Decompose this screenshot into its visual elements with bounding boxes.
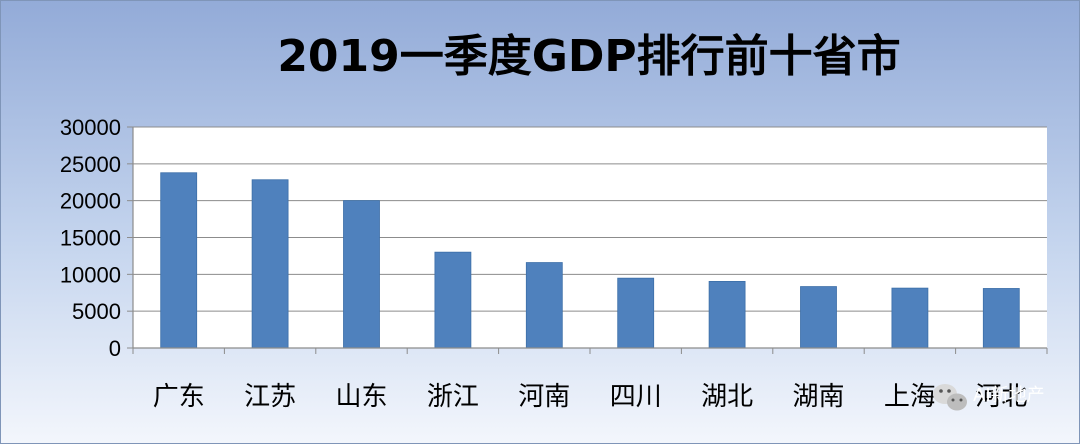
axes [127, 126, 1048, 354]
y-tick-label: 10000 [60, 262, 121, 287]
bar-4 [525, 262, 563, 349]
watermark: AI新地产 [933, 384, 1045, 411]
y-tick-labels: 0 5000 10000 15000 20000 25000 30000 [60, 115, 121, 361]
x-tick-label: 江苏 [244, 382, 296, 412]
wechat-icon [933, 384, 967, 411]
x-tick-label: 湖北 [701, 382, 753, 412]
x-tick-label: 上海 [884, 382, 936, 412]
bar-5 [617, 277, 655, 349]
bar-1 [251, 179, 289, 349]
bars [160, 172, 1020, 349]
x-tick-label: 广东 [153, 382, 205, 412]
bar-0 [160, 172, 198, 349]
x-tick-label: 河北 [975, 382, 1027, 412]
y-tick-label: 25000 [60, 152, 121, 177]
y-tick-label: 5000 [72, 299, 121, 324]
y-tick-label: 15000 [60, 226, 121, 251]
bar-3 [434, 251, 472, 349]
x-tick-label: 河南 [518, 382, 570, 412]
bar-8 [891, 287, 929, 349]
y-tick-label: 20000 [60, 189, 121, 214]
watermark-text: AI新地产 [973, 385, 1045, 406]
bar-2 [343, 200, 380, 349]
chart-title: 2019一季度GDP排行前十省市 [277, 31, 900, 82]
x-tick-label: 浙江 [427, 382, 479, 412]
y-tick-label: 0 [109, 336, 121, 361]
x-tick-label: 四川 [610, 382, 662, 412]
x-tick-labels: 广东 江苏 山东 浙江 河南 四川 湖北 湖南 上海 河北 [153, 382, 1028, 412]
bar-9 [982, 288, 1020, 349]
bar-6 [708, 281, 746, 349]
x-tick-label: 湖南 [792, 382, 844, 412]
bar-7 [800, 286, 837, 349]
y-tick-label: 30000 [60, 115, 121, 140]
x-tick-label: 山东 [335, 382, 387, 412]
